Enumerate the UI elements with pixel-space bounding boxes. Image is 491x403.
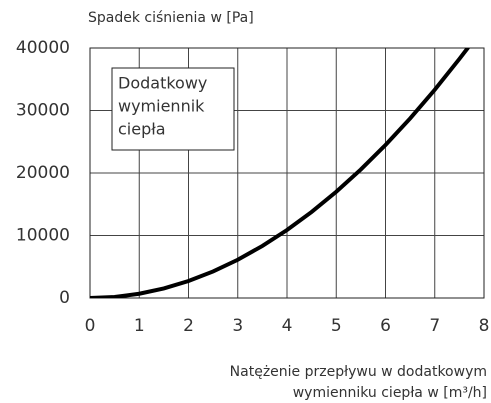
annotation: Dodatkowy: [118, 74, 207, 93]
y-tick-label: 0: [59, 288, 70, 308]
x-tick-label: 8: [479, 316, 490, 336]
x-tick-label: 2: [183, 316, 194, 336]
x-axis-title: Natężenie przepływu w dodatkowym: [230, 364, 487, 380]
y-axis-title: Spadek ciśnienia w [Pa]: [88, 10, 254, 26]
y-tick-label: 10000: [16, 226, 70, 246]
y-tick-label: 30000: [16, 101, 70, 121]
x-axis-title: wymienniku ciepła w [m³/h]: [293, 385, 487, 401]
x-tick-label: 0: [85, 316, 96, 336]
plot-border: [89, 47, 485, 299]
x-tick-label: 3: [232, 316, 243, 336]
annotation: ciepła: [118, 120, 166, 139]
annotation-box: [111, 67, 235, 151]
x-tick-label: 1: [134, 316, 145, 336]
y-tick-label: 40000: [16, 38, 70, 58]
annotation: wymiennik: [118, 97, 205, 116]
x-tick-label: 4: [282, 316, 293, 336]
y-tick-label: 20000: [16, 163, 70, 183]
x-tick-label: 6: [380, 316, 391, 336]
line: [90, 48, 470, 298]
x-tick-label: 5: [331, 316, 342, 336]
x-tick-label: 7: [429, 316, 440, 336]
